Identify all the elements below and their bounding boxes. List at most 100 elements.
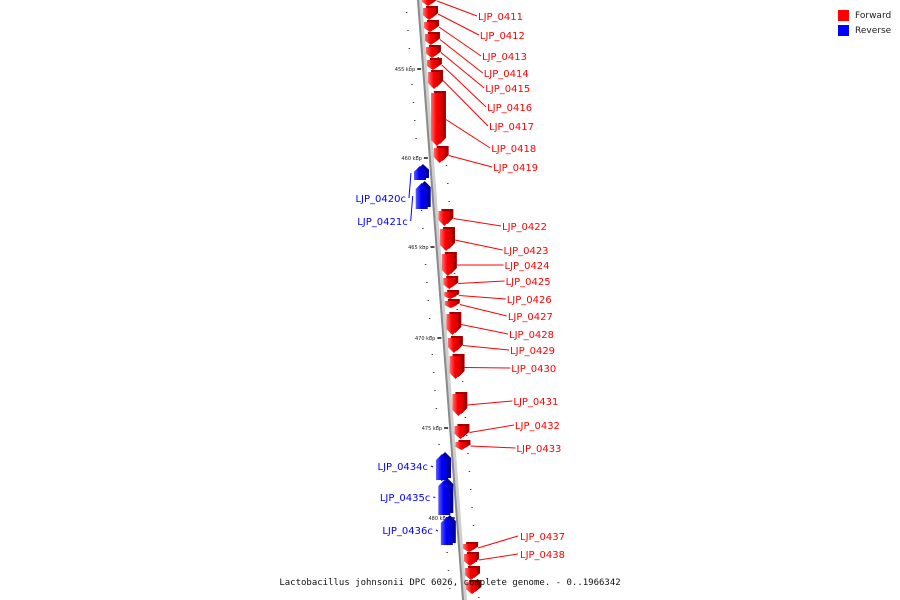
gene-label[interactable]: LJP_0437 <box>520 532 565 543</box>
gene-arrow[interactable]: LJP_0436c <box>382 515 456 545</box>
gene-label[interactable]: LJP_0420c <box>355 194 406 205</box>
gene-label[interactable]: LJP_0416 <box>487 103 532 114</box>
gene-label[interactable]: LJP_0436c <box>382 526 433 537</box>
gene-arrow-body <box>465 568 478 580</box>
gene-leader-line <box>458 280 505 284</box>
gene-arrow[interactable]: LJP_0429 <box>447 336 555 357</box>
gene-leader-line <box>410 195 414 222</box>
legend-forward: Forward <box>838 8 891 23</box>
minor-tick <box>470 489 472 490</box>
gene-label[interactable]: LJP_0438 <box>520 550 565 561</box>
gene-label[interactable]: LJP_0425 <box>506 277 551 288</box>
gene-label[interactable]: LJP_0414 <box>484 69 529 80</box>
minor-tick <box>415 138 417 139</box>
gene-label[interactable]: LJP_0434c <box>378 462 429 473</box>
gene-arrow[interactable]: LJP_0432 <box>454 421 560 439</box>
gene-arrow[interactable]: LJP_0415 <box>425 45 530 95</box>
gene-arrow[interactable]: LJP_0437 <box>463 532 565 552</box>
minor-tick <box>423 246 425 247</box>
gene-arrow-body <box>438 480 451 515</box>
gene-arrow[interactable]: LJP_0424 <box>441 252 550 276</box>
gene-arrow[interactable]: LJP_0427 <box>444 299 553 323</box>
minor-tick <box>436 426 439 427</box>
gene-label[interactable]: LJP_0423 <box>504 246 549 257</box>
minor-tick <box>435 408 438 409</box>
gene-leader-line <box>470 445 516 449</box>
gene-arrow-body <box>424 22 437 32</box>
gene-arrow[interactable]: LJP_0428 <box>446 312 554 341</box>
gene-label[interactable]: LJP_0433 <box>516 444 561 455</box>
minor-tick <box>472 525 475 526</box>
gene-arrow[interactable]: LJP_0422 <box>438 209 547 233</box>
gene-label[interactable]: LJP_0427 <box>508 312 553 323</box>
gene-arrow[interactable]: LJP_0417 <box>428 70 534 133</box>
gene-label[interactable]: LJP_0421c <box>357 217 408 228</box>
gene-arrow[interactable]: LJP_0434c <box>378 452 452 480</box>
legend-reverse: Reverse <box>838 23 891 38</box>
gene-arrow[interactable]: LJP_0430 <box>449 354 557 379</box>
gene-arrow[interactable]: LJP_0431 <box>452 392 558 416</box>
gene-label[interactable]: LJP_0413 <box>482 52 527 63</box>
gene-label[interactable]: LJP_0422 <box>502 222 547 233</box>
minor-tick <box>443 516 446 517</box>
gene-arrow-body <box>443 278 456 289</box>
gene-leader-line <box>461 324 509 335</box>
gene-label[interactable]: LJP_0426 <box>507 295 552 306</box>
gene-label[interactable]: LJP_0429 <box>510 346 555 357</box>
minor-tick <box>437 57 440 58</box>
minor-tick <box>476 579 479 580</box>
genome-backbone <box>417 0 464 600</box>
gene-arrow[interactable]: LJP_0412 <box>423 6 525 42</box>
gene-leader-line <box>478 553 519 561</box>
scale-tick-label: 465 kbp <box>408 245 428 251</box>
gene-arrow[interactable] <box>466 580 482 594</box>
scale-tick-label: 480 kbp <box>428 516 448 522</box>
gene-leader-line <box>448 155 493 168</box>
gene-arrow[interactable]: LJP_0426 <box>444 290 552 306</box>
gene-arrow[interactable]: LJP_0418 <box>430 91 536 155</box>
gene-label[interactable]: LJP_0435c <box>380 493 431 504</box>
gene-arrow[interactable]: LJP_0435c <box>380 478 454 515</box>
gene-arrow[interactable]: LJP_0421c <box>357 181 431 228</box>
gene-label[interactable]: LJP_0411 <box>478 12 523 23</box>
gene-label[interactable]: LJP_0424 <box>505 261 550 272</box>
gene-arrow-body <box>430 93 443 146</box>
gene-arrow[interactable]: LJP_0413 <box>424 20 527 63</box>
gene-label[interactable]: LJP_0419 <box>493 163 538 174</box>
gene-arrow[interactable]: LJP_0420c <box>355 164 429 205</box>
gene-label[interactable]: LJP_0432 <box>515 421 560 432</box>
gene-arrow[interactable]: LJP_0433 <box>455 440 561 455</box>
gene-label[interactable]: LJP_0428 <box>509 330 554 341</box>
gene-arrow-body <box>447 338 460 353</box>
gene-label[interactable]: LJP_0415 <box>485 84 530 95</box>
gene-label[interactable]: LJP_0430 <box>511 364 556 375</box>
gene-label[interactable]: LJP_0431 <box>513 397 558 408</box>
minor-tick <box>409 66 412 67</box>
gene-label[interactable]: LJP_0417 <box>489 122 534 133</box>
minor-tick <box>426 282 428 283</box>
gene-arrow[interactable]: LJP_0419 <box>433 146 538 174</box>
gene-arrow[interactable]: LJP_0411 <box>422 0 523 23</box>
gene-arrow-body <box>413 166 426 180</box>
minor-tick <box>445 165 448 166</box>
gene-leader-line <box>436 0 478 17</box>
gene-arrow-body <box>425 47 438 58</box>
reverse-swatch <box>838 25 849 36</box>
legend-forward-label: Forward <box>855 10 892 21</box>
gene-label[interactable]: LJP_0418 <box>491 144 536 155</box>
gene-arrow[interactable]: LJP_0414 <box>424 32 529 80</box>
minor-tick <box>464 417 467 418</box>
gene-leader-line <box>467 400 513 406</box>
gene-arrow[interactable]: LJP_0425 <box>443 276 551 289</box>
gene-arrow[interactable]: LJP_0423 <box>440 227 549 257</box>
minor-tick <box>441 480 443 481</box>
gene-arrow[interactable]: LJP_0438 <box>464 550 565 566</box>
gene-arrow-body <box>423 8 436 20</box>
gene-arrow[interactable] <box>465 566 481 580</box>
scale-tick-label: 475 kbp <box>422 426 442 432</box>
minor-tick <box>428 318 431 319</box>
gene-leader-line <box>464 367 511 369</box>
gene-label[interactable]: LJP_0412 <box>480 31 525 42</box>
gene-arrow[interactable]: LJP_0416 <box>426 58 532 114</box>
